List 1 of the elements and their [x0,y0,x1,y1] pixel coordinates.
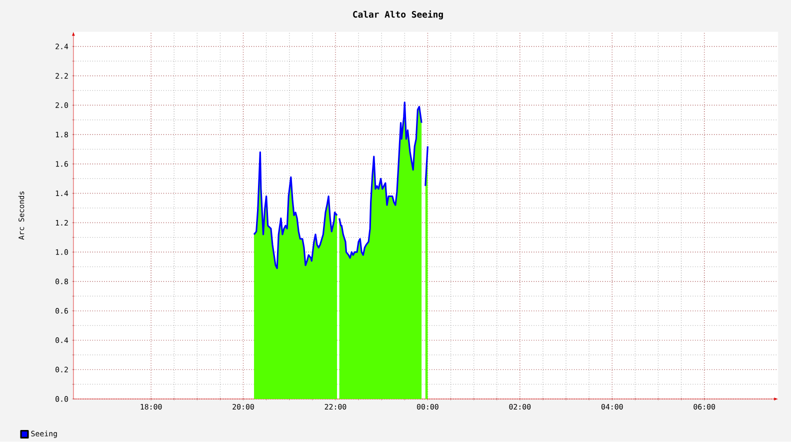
chart-title: Calar Alto Seeing [353,10,443,20]
